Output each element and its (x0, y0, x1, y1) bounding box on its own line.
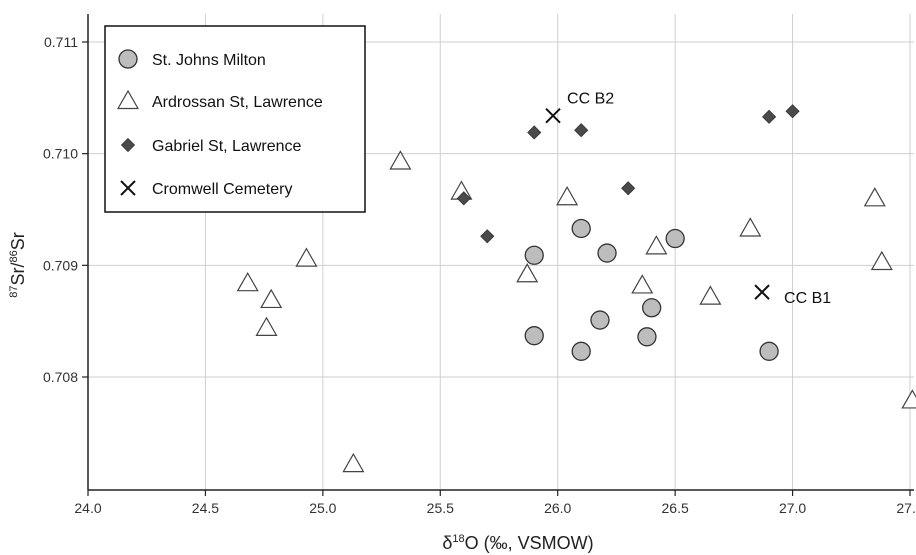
data-point (863, 187, 886, 207)
y-tick-label: 0.709 (43, 257, 78, 273)
axes (82, 14, 914, 496)
data-point (527, 125, 542, 140)
series-1 (236, 150, 916, 473)
data-point (236, 271, 259, 292)
legend-box (104, 25, 366, 213)
data-point (642, 298, 662, 318)
x-axis-title: δ18O (‰, VSMOW) (442, 533, 593, 553)
data-point (389, 150, 412, 170)
data-point (590, 310, 610, 330)
series-0 (524, 218, 779, 361)
point-annotations: CC B2 CC B1 (567, 91, 831, 307)
data-point (699, 285, 722, 305)
data-point (480, 229, 495, 244)
data-point (516, 263, 539, 283)
legend: St. Johns Milton Ardrossan St, Lawrence … (104, 25, 366, 213)
data-point (255, 316, 278, 336)
legend-symbol (120, 137, 136, 153)
data-point (759, 341, 779, 361)
legend-symbols (116, 49, 140, 196)
data-point (870, 250, 893, 271)
data-point (785, 104, 800, 119)
x-tick-label: 27.5 (896, 500, 916, 516)
x-tick-label: 26.5 (662, 500, 689, 516)
x-tick-label: 24.0 (74, 500, 101, 516)
data-point (456, 191, 471, 206)
data-point (739, 217, 762, 237)
x-tick-label: 25.5 (427, 500, 454, 516)
y-axis-title: 87Sr/86Sr (8, 232, 28, 298)
data-point (645, 235, 668, 255)
x-marker-stroke (545, 107, 561, 124)
y-axis-title-sup2: 86 (8, 250, 20, 262)
y-axis-title-end: Sr (8, 232, 28, 250)
x-tick-label: 24.5 (192, 500, 219, 516)
x-axis-title-prefix: δ (442, 533, 452, 553)
data-point (524, 326, 544, 346)
series-3 (545, 107, 770, 300)
data-point (545, 107, 561, 124)
data-point (260, 288, 283, 309)
x-axis-title-sup: 18 (452, 533, 464, 545)
x-tick-label: 26.0 (544, 500, 571, 516)
data-point (597, 243, 617, 263)
point-label: CC B2 (567, 91, 614, 108)
y-tick-label: 0.710 (43, 146, 78, 162)
x-marker-stroke (120, 180, 136, 196)
data-point (571, 341, 591, 361)
data-point (637, 327, 657, 347)
data-point (574, 123, 589, 138)
data-point (556, 186, 579, 206)
data-point (295, 247, 318, 267)
point-label: CC B1 (784, 290, 831, 307)
legend-label-cromwell: Cromwell Cemetery (152, 181, 292, 198)
legend-symbol (120, 180, 136, 196)
data-point (665, 228, 685, 249)
legend-symbol (118, 49, 138, 69)
data-point (571, 218, 591, 239)
data-point (901, 389, 916, 409)
data-point (621, 181, 636, 196)
x-tick-label: 25.0 (309, 500, 336, 516)
x-tick-label: 27.0 (779, 500, 806, 516)
y-tick-label: 0.708 (43, 369, 78, 385)
x-marker-stroke (754, 284, 770, 300)
y-axis-title-sup1: 87 (8, 286, 20, 298)
series-2 (456, 104, 800, 244)
data-point (342, 452, 365, 473)
legend-symbol (116, 89, 140, 110)
data-points (236, 104, 916, 473)
data-point (524, 245, 544, 265)
legend-label-ardrossan: Ardrossan St, Lawrence (152, 94, 323, 111)
y-tick-label: 0.711 (44, 34, 78, 50)
data-point (631, 274, 654, 294)
data-point (754, 284, 770, 300)
x-axis-title-suffix: O (‰, VSMOW) (465, 533, 594, 553)
legend-label-gabriel: Gabriel St, Lawrence (152, 138, 302, 155)
data-point (762, 109, 777, 124)
y-axis-title-mid: Sr/ (8, 262, 28, 285)
tick-labels: 24.0 24.5 25.0 25.5 26.0 26.5 27.0 27.5 0.708 0.7… (43, 34, 916, 516)
legend-label-st-johns-milton: St. Johns Milton (152, 52, 266, 69)
